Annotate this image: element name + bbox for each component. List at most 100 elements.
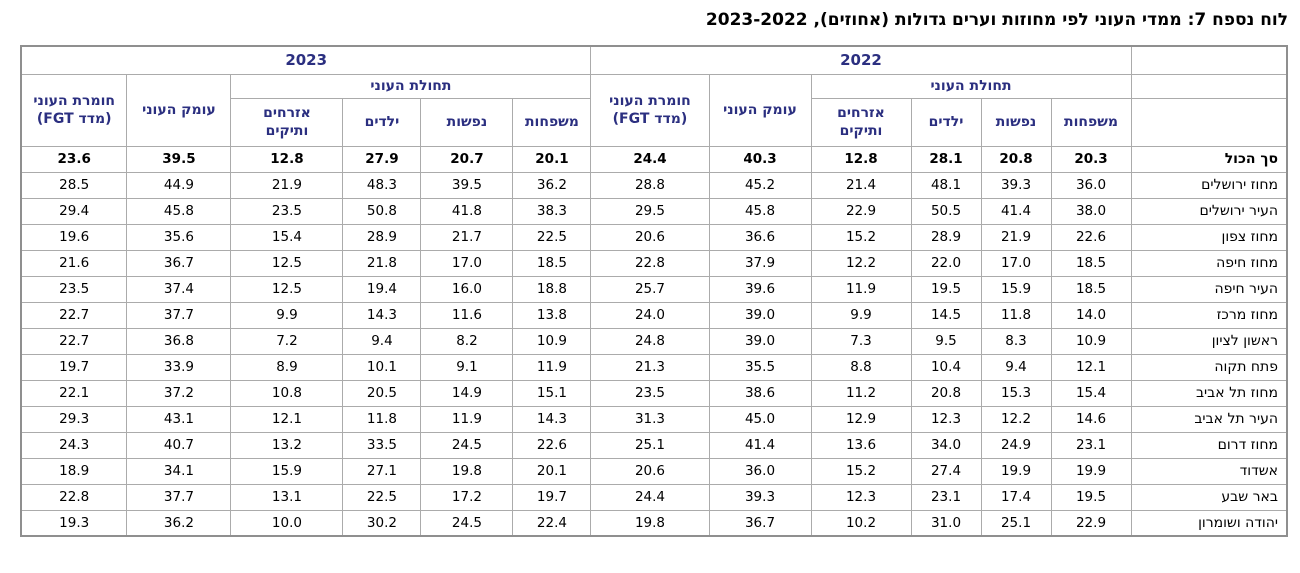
cell-2023-children: 48.3 bbox=[342, 171, 422, 199]
families-2023-header: משפחות bbox=[512, 97, 592, 147]
cell-2022-depth: 37.9 bbox=[708, 249, 812, 277]
cell-2022-families: 19.9 bbox=[1050, 457, 1132, 485]
cell-2023-depth: 37.4 bbox=[126, 275, 232, 303]
cell-2022-persons: 11.8 bbox=[980, 301, 1052, 329]
corner-empty-cell bbox=[1130, 45, 1288, 75]
cell-2023-severity: 19.3 bbox=[20, 509, 128, 537]
cell-2022-seniors: 7.3 bbox=[810, 327, 912, 355]
cell-2022-seniors: 15.2 bbox=[810, 457, 912, 485]
cell-2023-families: 20.1 bbox=[512, 457, 592, 485]
cell-2023-seniors: 10.0 bbox=[230, 509, 344, 537]
cell-2023-severity: 29.4 bbox=[20, 197, 128, 225]
cell-2023-families: 11.9 bbox=[512, 353, 592, 381]
cell-2023-seniors: 21.9 bbox=[230, 171, 344, 199]
cell-2022-depth: 35.5 bbox=[708, 353, 812, 381]
cell-2023-children: 10.1 bbox=[342, 353, 422, 381]
cell-2022-persons: 9.4 bbox=[980, 353, 1052, 381]
cell-2022-depth: 41.4 bbox=[708, 431, 812, 459]
cell-2023-seniors: 12.8 bbox=[230, 145, 344, 173]
cell-2022-children: 28.9 bbox=[910, 223, 982, 251]
cell-2022-families: 15.4 bbox=[1050, 379, 1132, 407]
cell-2022-families: 10.9 bbox=[1050, 327, 1132, 355]
row-label: יהודה ושומרון bbox=[1130, 509, 1288, 537]
cell-2023-seniors: 8.9 bbox=[230, 353, 344, 381]
cell-2022-children: 31.0 bbox=[910, 509, 982, 537]
table-body: סך הכול 20.3 20.8 28.1 12.8 40.3 24.4 20.1 20.7 2… bbox=[20, 145, 1288, 537]
row-label: מחוז צפון bbox=[1130, 223, 1288, 251]
sub-header-row: משפחות נפשות ילדים אזרחים ותיקים משפחות … bbox=[21, 97, 1288, 147]
cell-2023-severity: 22.8 bbox=[20, 483, 128, 511]
cell-2022-families: 23.1 bbox=[1050, 431, 1132, 459]
table-row: מחוז צפון 22.6 21.9 28.9 15.2 36.6 20.6 22.5 21.… bbox=[20, 223, 1288, 251]
cell-2023-depth: 36.7 bbox=[126, 249, 232, 277]
cell-2022-persons: 20.8 bbox=[980, 145, 1052, 173]
cell-2022-persons: 15.9 bbox=[980, 275, 1052, 303]
row-label: העיר חיפה bbox=[1130, 275, 1288, 303]
cell-2023-depth: 34.1 bbox=[126, 457, 232, 485]
cell-2023-seniors: 15.4 bbox=[230, 223, 344, 251]
cell-2022-families: 38.0 bbox=[1050, 197, 1132, 225]
cell-2022-depth: 45.2 bbox=[708, 171, 812, 199]
cell-2023-severity: 24.3 bbox=[20, 431, 128, 459]
cell-2023-children: 28.9 bbox=[342, 223, 422, 251]
cell-2023-families: 36.2 bbox=[512, 171, 592, 199]
severity-label-line2: (מדד FGT) bbox=[612, 111, 688, 127]
page-title: לוח נספח 7: ממדי העוני לפי מחוזות וערים … bbox=[705, 10, 1288, 30]
row-label: מחוז תל אביב bbox=[1130, 379, 1288, 407]
cell-2022-persons: 8.3 bbox=[980, 327, 1052, 355]
row-label: העיר ירושלים bbox=[1130, 197, 1288, 225]
row-label: פתח תקוה bbox=[1130, 353, 1288, 381]
cell-2023-seniors: 7.2 bbox=[230, 327, 344, 355]
cell-2022-seniors: 12.3 bbox=[810, 483, 912, 511]
cell-2023-children: 30.2 bbox=[342, 509, 422, 537]
cell-2022-depth: 36.6 bbox=[708, 223, 812, 251]
cell-2023-persons: 20.7 bbox=[420, 145, 514, 173]
cell-2023-depth: 35.6 bbox=[126, 223, 232, 251]
cell-2023-severity: 18.9 bbox=[20, 457, 128, 485]
table-row: יהודה ושומרון 22.9 25.1 31.0 10.2 36.7 19.8 22.… bbox=[20, 509, 1288, 537]
cell-2022-depth: 36.7 bbox=[708, 509, 812, 537]
cell-2023-seniors: 13.1 bbox=[230, 483, 344, 511]
cell-2023-families: 22.5 bbox=[512, 223, 592, 251]
table-row: באר שבע 19.5 17.4 23.1 12.3 39.3 24.4 19.7 17.2 2… bbox=[20, 483, 1288, 511]
cell-2023-depth: 37.7 bbox=[126, 301, 232, 329]
cell-2022-severity: 24.8 bbox=[590, 327, 710, 355]
cell-2023-severity: 22.7 bbox=[20, 327, 128, 355]
cell-2023-children: 27.1 bbox=[342, 457, 422, 485]
table-row: מחוז ירושלים 36.0 39.3 48.1 21.4 45.2 28.8 36.2… bbox=[20, 171, 1288, 199]
cell-2023-severity: 23.6 bbox=[20, 145, 128, 173]
cell-2022-persons: 39.3 bbox=[980, 171, 1052, 199]
table-row: סך הכול 20.3 20.8 28.1 12.8 40.3 24.4 20.1 20.7 2… bbox=[20, 145, 1288, 173]
cell-2022-severity: 29.5 bbox=[590, 197, 710, 225]
cell-2022-families: 19.5 bbox=[1050, 483, 1132, 511]
table-row: אשדוד 19.9 19.9 27.4 15.2 36.0 20.6 20.1 19.8 27.… bbox=[20, 457, 1288, 485]
group-header-row: תחולת העוני עומק העוני חומרת העוני (מדד … bbox=[20, 73, 1288, 147]
cell-2022-children: 14.5 bbox=[910, 301, 982, 329]
row-label: ראשון לציון bbox=[1130, 327, 1288, 355]
cell-2022-severity: 22.8 bbox=[590, 249, 710, 277]
cell-2022-seniors: 9.9 bbox=[810, 301, 912, 329]
cell-2023-depth: 37.7 bbox=[126, 483, 232, 511]
children-2022-header: ילדים bbox=[910, 97, 982, 147]
cell-2022-families: 12.1 bbox=[1050, 353, 1132, 381]
cell-2023-severity: 19.6 bbox=[20, 223, 128, 251]
cell-2023-depth: 36.2 bbox=[126, 509, 232, 537]
cell-2023-persons: 21.7 bbox=[420, 223, 514, 251]
severity-2023-header: חומרת העוני (מדד FGT) bbox=[20, 73, 128, 147]
cell-2022-severity: 24.0 bbox=[590, 301, 710, 329]
cell-2023-families: 38.3 bbox=[512, 197, 592, 225]
cell-2022-families: 36.0 bbox=[1050, 171, 1132, 199]
cell-2022-seniors: 8.8 bbox=[810, 353, 912, 381]
row-label: סך הכול bbox=[1130, 145, 1288, 173]
row-label: מחוז דרום bbox=[1130, 431, 1288, 459]
row-label: מחוז מרכז bbox=[1130, 301, 1288, 329]
cell-2022-severity: 31.3 bbox=[590, 405, 710, 433]
cell-2023-persons: 24.5 bbox=[420, 431, 514, 459]
corner-empty-cell bbox=[1130, 97, 1288, 147]
severity-label-line2: (מדד FGT) bbox=[36, 111, 112, 127]
cell-2022-depth: 39.0 bbox=[708, 327, 812, 355]
cell-2022-families: 14.0 bbox=[1050, 301, 1132, 329]
table-row: מחוז חיפה 18.5 17.0 22.0 12.2 37.9 22.8 18.5 17.… bbox=[20, 249, 1288, 277]
cell-2022-families: 22.6 bbox=[1050, 223, 1132, 251]
cell-2023-severity: 23.5 bbox=[20, 275, 128, 303]
